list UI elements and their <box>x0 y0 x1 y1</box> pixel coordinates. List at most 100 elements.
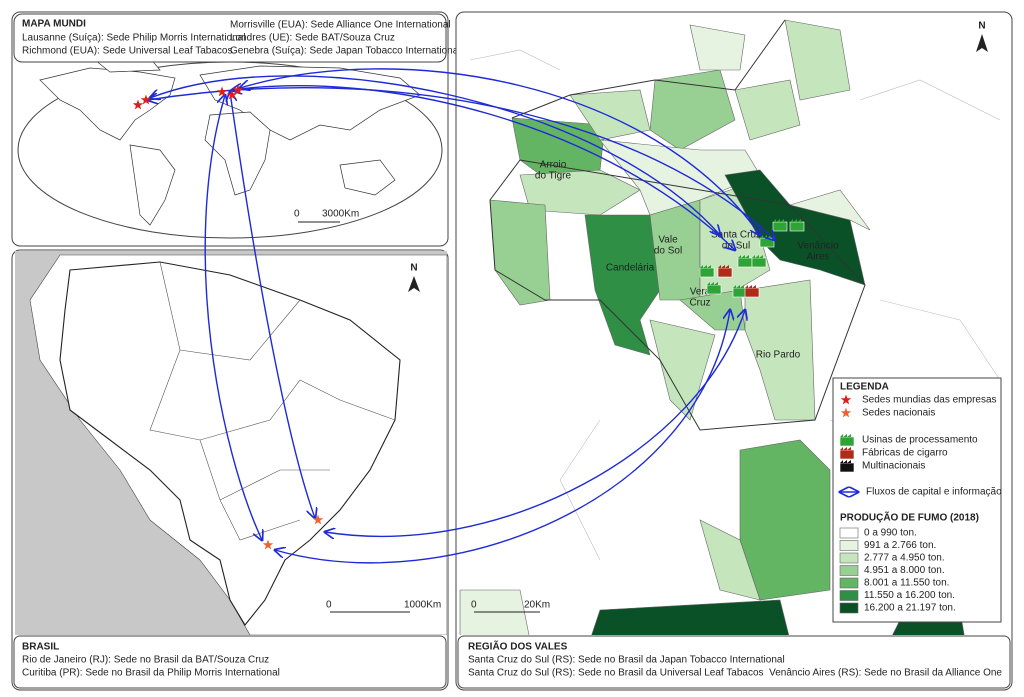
place-label: do Sol <box>654 246 682 257</box>
world-line: Richmond (EUA): Sede Universal Leaf Taba… <box>22 46 232 57</box>
legend-swatch <box>839 527 859 539</box>
flow-arrow <box>325 310 745 536</box>
factory-roof <box>745 285 756 288</box>
footer-line: Santa Cruz do Sul (RS): Sede no Brasil d… <box>468 655 785 666</box>
legend-label: 0 a 990 ton. <box>864 528 917 539</box>
legend-box <box>832 377 1002 623</box>
world-line: Morrisville (EUA): Sede Alliance One Int… <box>230 20 451 31</box>
north-label: N <box>978 21 985 32</box>
factory-roof <box>752 255 763 258</box>
factory-icon <box>737 257 753 268</box>
footer-line: Venâncio Aires (RS): Sede no Brasil da A… <box>769 668 1002 679</box>
legend-swatch <box>839 565 859 576</box>
scale-label: 0 <box>294 209 300 220</box>
place-label: Candelária <box>606 263 655 274</box>
factory-icon <box>789 221 805 232</box>
place-label: Aires <box>807 252 830 263</box>
region-footer <box>457 635 1011 689</box>
legend-star <box>840 394 852 405</box>
factory-icon <box>717 267 733 278</box>
legend-title: LEGENDA <box>840 382 889 393</box>
legend-swatch <box>839 552 859 564</box>
world-hq-star <box>216 86 228 97</box>
factory-roof <box>733 285 744 288</box>
north-arrow <box>976 34 988 52</box>
factory-icon <box>706 284 722 295</box>
world-title: MAPA MUNDI <box>22 19 86 30</box>
place-label: do Tigre <box>535 171 572 182</box>
world-line: Londres (UE): Sede BAT/Souza Cruz <box>230 33 395 44</box>
footer-title: REGIÃO DOS VALES <box>468 640 568 653</box>
world-hq-star <box>132 99 144 110</box>
municipality <box>459 589 530 635</box>
legend-label: 11.550 a 16.200 ton. <box>864 590 955 601</box>
municipality <box>689 24 746 71</box>
footer-title: BRASIL <box>22 642 59 653</box>
footer-line: Rio de Janeiro (RJ): Sede no Brasil da B… <box>22 655 269 666</box>
legend-swatch <box>839 540 859 551</box>
place-label: Rio Pardo <box>756 350 801 361</box>
municipality <box>739 439 831 601</box>
world-line: Genebra (Suíça): Sede Japan Tobacco Inte… <box>230 46 461 57</box>
place-label: Venâncio <box>797 241 839 252</box>
factory-roof <box>707 282 718 285</box>
legend-label: Sedes nacionais <box>862 408 935 419</box>
brazil-map <box>15 251 447 635</box>
flow-arrow <box>148 87 775 240</box>
scale-label: 20Km <box>524 600 550 611</box>
scale-label: 1000Km <box>404 600 441 611</box>
factory-roof <box>738 255 749 258</box>
legend-label: Usinas de processamento <box>862 435 978 446</box>
world-header <box>13 13 447 63</box>
north-label: N <box>410 263 417 274</box>
world-hq-star <box>226 89 238 100</box>
scale-label: 3000Km <box>322 209 359 220</box>
factory-icon <box>759 237 775 248</box>
footer-line: Curitiba (PR): Sede no Brasil da Philip … <box>22 668 280 679</box>
factory-icon <box>744 287 760 298</box>
legend-swatch <box>839 577 859 589</box>
scale-label: 0 <box>471 600 477 611</box>
factory-icon <box>699 267 715 278</box>
brazil-footer <box>13 635 447 689</box>
north-arrow <box>408 276 420 292</box>
legend-label: Sedes mundias das empresas <box>862 395 997 406</box>
world-line: Lausanne (Suíça): Sede Philip Morris Int… <box>22 33 245 44</box>
world-hq-star <box>232 84 244 95</box>
legend-star <box>840 407 852 418</box>
legend-label: 4.951 a 8.000 ton. <box>864 565 945 576</box>
factory-icon <box>751 257 767 268</box>
flows <box>148 68 775 564</box>
national-hq-star <box>262 539 274 550</box>
factory-roof <box>840 447 851 450</box>
place-label: Cruz <box>689 298 710 309</box>
factory-roof <box>840 460 851 463</box>
legend-label: Fábricas de cigarro <box>862 448 948 459</box>
place-label: Vera <box>690 287 711 298</box>
legend-swatch <box>839 590 859 601</box>
legend-label: Fluxos de capital e informação <box>866 487 1002 498</box>
national-hq-star <box>312 514 324 525</box>
factory-icon <box>839 436 855 447</box>
place-label: Vale <box>658 235 678 246</box>
place-label: Arroio <box>540 160 567 171</box>
footer-line: Santa Cruz do Sul (RS): Sede no Brasil d… <box>468 668 764 679</box>
legend-swatch <box>839 602 859 614</box>
factory-roof <box>840 434 851 437</box>
scale-label: 0 <box>326 600 332 611</box>
legend-subtitle: PRODUÇÃO DE FUMO (2018) <box>840 511 979 524</box>
legend-label: 2.777 a 4.950 ton. <box>864 553 945 564</box>
municipality <box>591 599 790 635</box>
legend-label: 8.001 a 11.550 ton. <box>864 578 949 589</box>
factory-roof <box>718 265 729 268</box>
factory-roof <box>790 219 801 222</box>
legend-label: 16.200 a 21.197 ton. <box>864 603 956 614</box>
factory-icon <box>772 221 788 232</box>
legend-label: 991 a 2.766 ton. <box>864 540 936 551</box>
world-hq-star <box>140 94 152 105</box>
factory-roof <box>700 265 711 268</box>
municipality <box>788 189 871 231</box>
legend: LEGENDA Sedes mundias das empresas Sedes … <box>832 377 1002 623</box>
legend-label: Multinacionais <box>862 461 925 472</box>
